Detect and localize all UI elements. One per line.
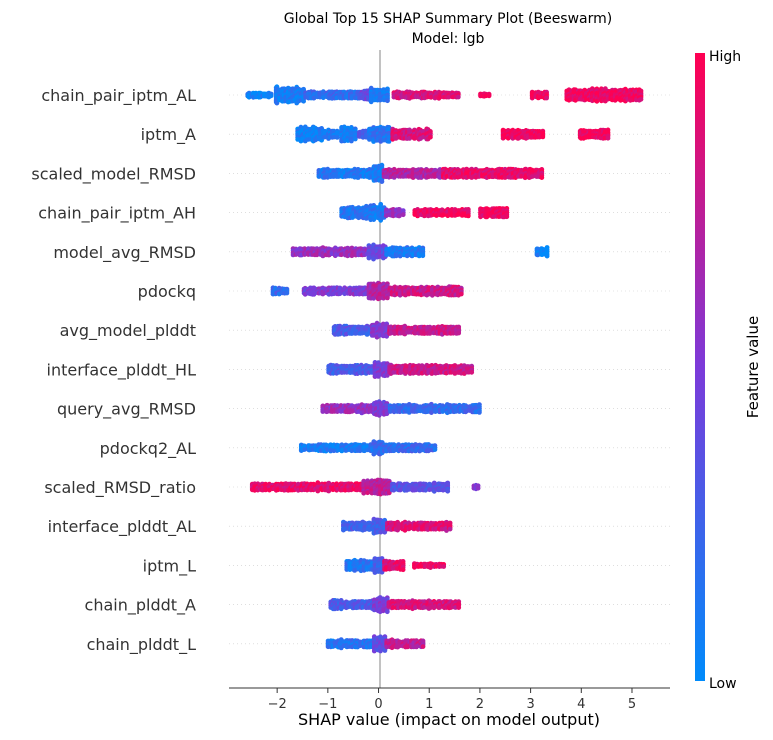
feature-label: chain_plddt_A [85,596,197,616]
feature-row-points [298,439,438,457]
shap-point [392,173,398,179]
shap-point [638,96,644,102]
feature-row-points [295,124,611,144]
feature-label: iptm_A [141,125,196,145]
feature-label: chain_pair_iptm_AL [41,86,196,106]
feature-label: scaled_RMSD_ratio [44,478,196,498]
feature-label: interface_plddt_AL [48,517,196,537]
colorbar-low-label: Low [709,676,737,692]
chart-title: Global Top 15 SHAP Summary Plot (Beeswar… [284,11,613,27]
feature-label: chain_pair_iptm_AH [38,204,196,224]
beeswarm-points [245,84,644,654]
feature-label: query_avg_RMSD [57,400,196,420]
feature-label: avg_model_plddt [60,321,196,341]
feature-row-points [249,477,481,497]
shap-point [400,567,406,573]
shap-point [456,605,462,610]
shap-point [352,136,358,142]
colorbar [695,53,705,681]
feature-row-points [316,162,545,185]
shap-point [469,369,475,375]
shap-point [384,609,390,615]
x-axis-ticks: −2 −1 0 1 2 3 4 5 [268,688,636,712]
feature-row-points [339,201,510,223]
shap-point [385,295,390,301]
shap-point [385,98,390,104]
shap-point [400,212,406,218]
feature-row-points [325,634,426,654]
feature-row-points [341,516,453,536]
feature-label: iptm_L [143,556,196,576]
x-tick-label: 5 [628,697,636,712]
shap-point [432,447,438,452]
shap-point [333,252,339,258]
shap-point [477,410,482,415]
feature-row-points [344,556,447,575]
shap-point [486,93,492,99]
shap-point [334,135,340,140]
feature-row-points [331,320,462,340]
feature-row-points [328,595,462,615]
feature-label: pdockq [138,282,196,301]
shap-point [386,139,392,144]
feature-label: interface_plddt_HL [47,360,197,380]
shap-point [539,175,545,181]
shap-point [397,213,402,219]
feature-row-points [320,399,482,418]
shap-point [535,252,541,258]
shap-point [519,173,524,179]
colorbar-title: Feature value [744,316,762,418]
shap-point [447,526,453,532]
shap-point [379,179,385,185]
shap-point [486,213,491,219]
shap-point [544,95,549,101]
shap-point [544,253,550,259]
shap-point [455,94,461,100]
shap-point [301,98,306,104]
shap-point [420,644,426,649]
x-axis-title: SHAP value (impact on model output) [298,710,600,729]
feature-row-points [245,84,644,106]
feature-labels: chain_pair_iptm_AL iptm_A scaled_model_RMS… [31,86,196,655]
feature-label: model_avg_RMSD [53,243,196,263]
feature-row-points [326,360,475,379]
feature-label: pdockq2_AL [100,439,196,459]
shap-point [540,134,546,140]
shap-point [428,134,433,140]
feature-label: scaled_model_RMSD [31,164,196,184]
shap-point [284,290,290,296]
feature-row-points [290,242,550,262]
feature-row-points [270,280,464,302]
shap-point [475,485,481,491]
shap-point [428,94,434,100]
shap-point [349,138,354,144]
shap-point [393,136,399,141]
shap-point [420,253,426,259]
shap-point [457,174,462,180]
feature-label: chain_plddt_L [87,635,197,655]
shap-point [456,330,462,336]
shap-point [465,213,471,219]
shap-point [322,134,328,140]
shap-point [337,291,343,297]
shap-point [605,135,611,141]
shap-point [529,174,535,179]
shap-point [441,564,447,569]
shap-point [268,93,274,99]
shap-point [445,488,451,494]
x-tick-label: −2 [268,697,287,712]
shap-point [458,291,464,297]
colorbar-high-label: High [709,49,741,65]
shap-point [368,99,374,105]
chart-subtitle: Model: lgb [412,31,485,47]
shap-point [504,214,510,220]
